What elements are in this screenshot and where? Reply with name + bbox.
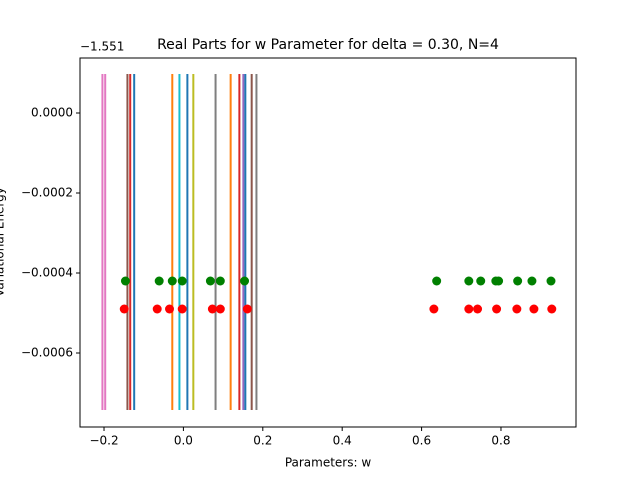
- x-tick-label: 0.2: [253, 434, 272, 448]
- x-axis-label: Parameters: w: [285, 456, 372, 470]
- chart-title: Real Parts for w Parameter for delta = 0…: [157, 37, 499, 53]
- x-tick-label: 0.6: [412, 434, 431, 448]
- y-axis-label: Variational Energy: [0, 187, 7, 297]
- scatter-point: [120, 276, 130, 286]
- y-tick-label: −0.0004: [21, 266, 73, 280]
- scatter-point: [177, 304, 187, 314]
- scatter-point: [547, 304, 557, 314]
- scatter-point: [152, 304, 162, 314]
- x-tick-label: 0.4: [333, 434, 352, 448]
- scatter-point: [240, 276, 250, 286]
- scatter-point: [429, 304, 439, 314]
- scatter-point: [119, 304, 129, 314]
- scatter-point: [529, 304, 539, 314]
- scatter-point: [154, 276, 164, 286]
- scatter-point: [476, 276, 486, 286]
- scatter-point: [512, 304, 522, 314]
- y-tick-label: −0.0006: [21, 346, 73, 360]
- scatter-point: [492, 304, 502, 314]
- scatter-point: [513, 276, 523, 286]
- scatter-point: [207, 304, 217, 314]
- scatter-point: [464, 304, 474, 314]
- scatter-point: [242, 304, 252, 314]
- x-tick-label: −0.2: [89, 434, 118, 448]
- scatter-point: [546, 276, 556, 286]
- y-offset-label: −1.551: [80, 40, 124, 54]
- scatter-point: [464, 276, 474, 286]
- scatter-point: [215, 304, 225, 314]
- plot-frame: [79, 57, 577, 428]
- scatter-point: [432, 276, 442, 286]
- x-tick-label: 0.0: [174, 434, 193, 448]
- scatter-point: [215, 276, 225, 286]
- y-tick-label: −0.0002: [21, 186, 73, 200]
- scatter-point: [473, 304, 483, 314]
- scatter-point: [165, 304, 175, 314]
- x-tick-label: 0.8: [491, 434, 510, 448]
- y-tick-label: 0.0000: [31, 106, 73, 120]
- scatter-point: [177, 276, 187, 286]
- scatter-point: [494, 276, 504, 286]
- scatter-point: [167, 276, 177, 286]
- scatter-point: [527, 276, 537, 286]
- scatter-point: [205, 276, 215, 286]
